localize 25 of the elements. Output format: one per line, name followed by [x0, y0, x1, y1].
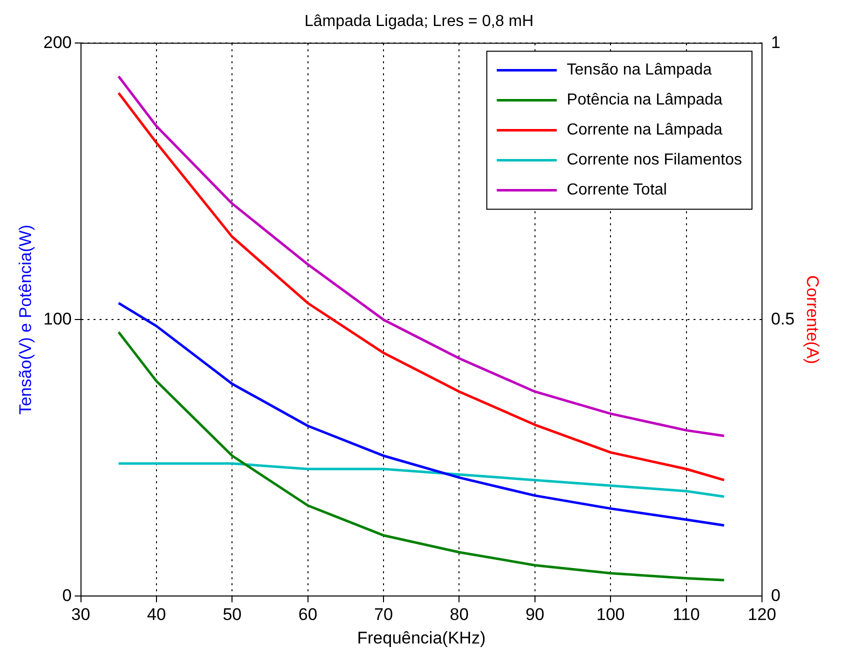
y2-tick-label: 1	[770, 32, 780, 52]
y2-axis-title: Corrente(A)	[803, 275, 822, 364]
x-axis-title: Frequência(KHz)	[357, 628, 486, 648]
legend-label: Corrente nos Filamentos	[566, 152, 742, 169]
legend-label: Tensão na Lâmpada	[566, 62, 712, 79]
legend-label: Corrente Total	[566, 182, 667, 199]
legend-label: Corrente na Lâmpada	[566, 122, 723, 139]
y2-tick-label: 0	[770, 586, 780, 605]
x-tick-label: 70	[374, 605, 393, 624]
x-tick-label: 80	[450, 605, 469, 624]
y-axis-title: Tensão(V) e Potência(W)	[16, 224, 35, 415]
x-tick-label: 40	[146, 605, 166, 624]
x-tick-label: 50	[222, 605, 242, 624]
y-tick-label: 200	[43, 32, 72, 52]
y-tick-label: 100	[43, 309, 72, 328]
x-tick-label: 30	[71, 605, 90, 624]
x-tick-label: 100	[596, 605, 625, 624]
chart-title: Lâmpada Ligada; Lres = 0,8 mH	[304, 13, 534, 30]
x-tick-label: 90	[525, 605, 544, 624]
x-tick-label: 60	[298, 605, 318, 624]
x-tick-label: 120	[748, 605, 776, 624]
y2-tick-label: 0.5	[770, 309, 795, 328]
y-tick-label: 0	[62, 586, 72, 605]
x-tick-label: 110	[672, 605, 700, 624]
legend-label: Potência na Lâmpada	[566, 92, 723, 109]
